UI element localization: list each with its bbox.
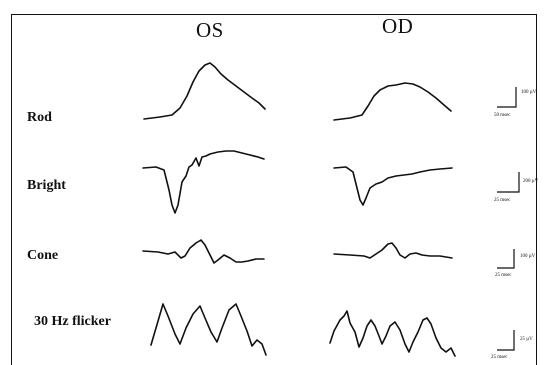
row-label-bright: Bright — [27, 178, 66, 193]
rod-os-waveform — [143, 62, 266, 120]
column-header-od: OD — [382, 14, 414, 38]
flicker-od-waveform — [329, 310, 456, 357]
bright-time-label: 25 msec — [494, 198, 511, 203]
row-label-30hz-flicker: 30 Hz flicker — [34, 314, 111, 329]
rod-time-label: 50 msec — [494, 113, 511, 118]
bright-od-waveform — [333, 166, 453, 206]
cone-os-waveform — [142, 239, 265, 264]
cone-time-label: 25 msec — [495, 273, 512, 278]
flicker-amp-label: 25 µV — [520, 337, 533, 342]
rod-scale-bar — [497, 87, 517, 108]
flicker-scale-bar — [497, 330, 515, 351]
row-label-cone: Cone — [27, 248, 59, 263]
cone-od-waveform — [333, 242, 453, 259]
frame-right-border — [536, 14, 537, 365]
row-label-rod: Rod — [27, 110, 52, 125]
rod-amp-label: 100 µV — [521, 90, 537, 95]
frame-left-border — [11, 14, 12, 365]
bright-scale-bar — [497, 172, 520, 193]
column-header-os: OS — [196, 18, 224, 42]
bright-amp-label: 200 µV — [523, 179, 539, 184]
rod-od-waveform — [333, 82, 452, 121]
flicker-time-label: 25 msec — [491, 355, 508, 360]
bright-os-waveform — [142, 150, 265, 214]
cone-scale-bar — [497, 249, 515, 269]
frame-top-border — [11, 14, 537, 15]
cone-amp-label: 100 µV — [520, 254, 536, 259]
flicker-os-waveform — [150, 303, 267, 356]
